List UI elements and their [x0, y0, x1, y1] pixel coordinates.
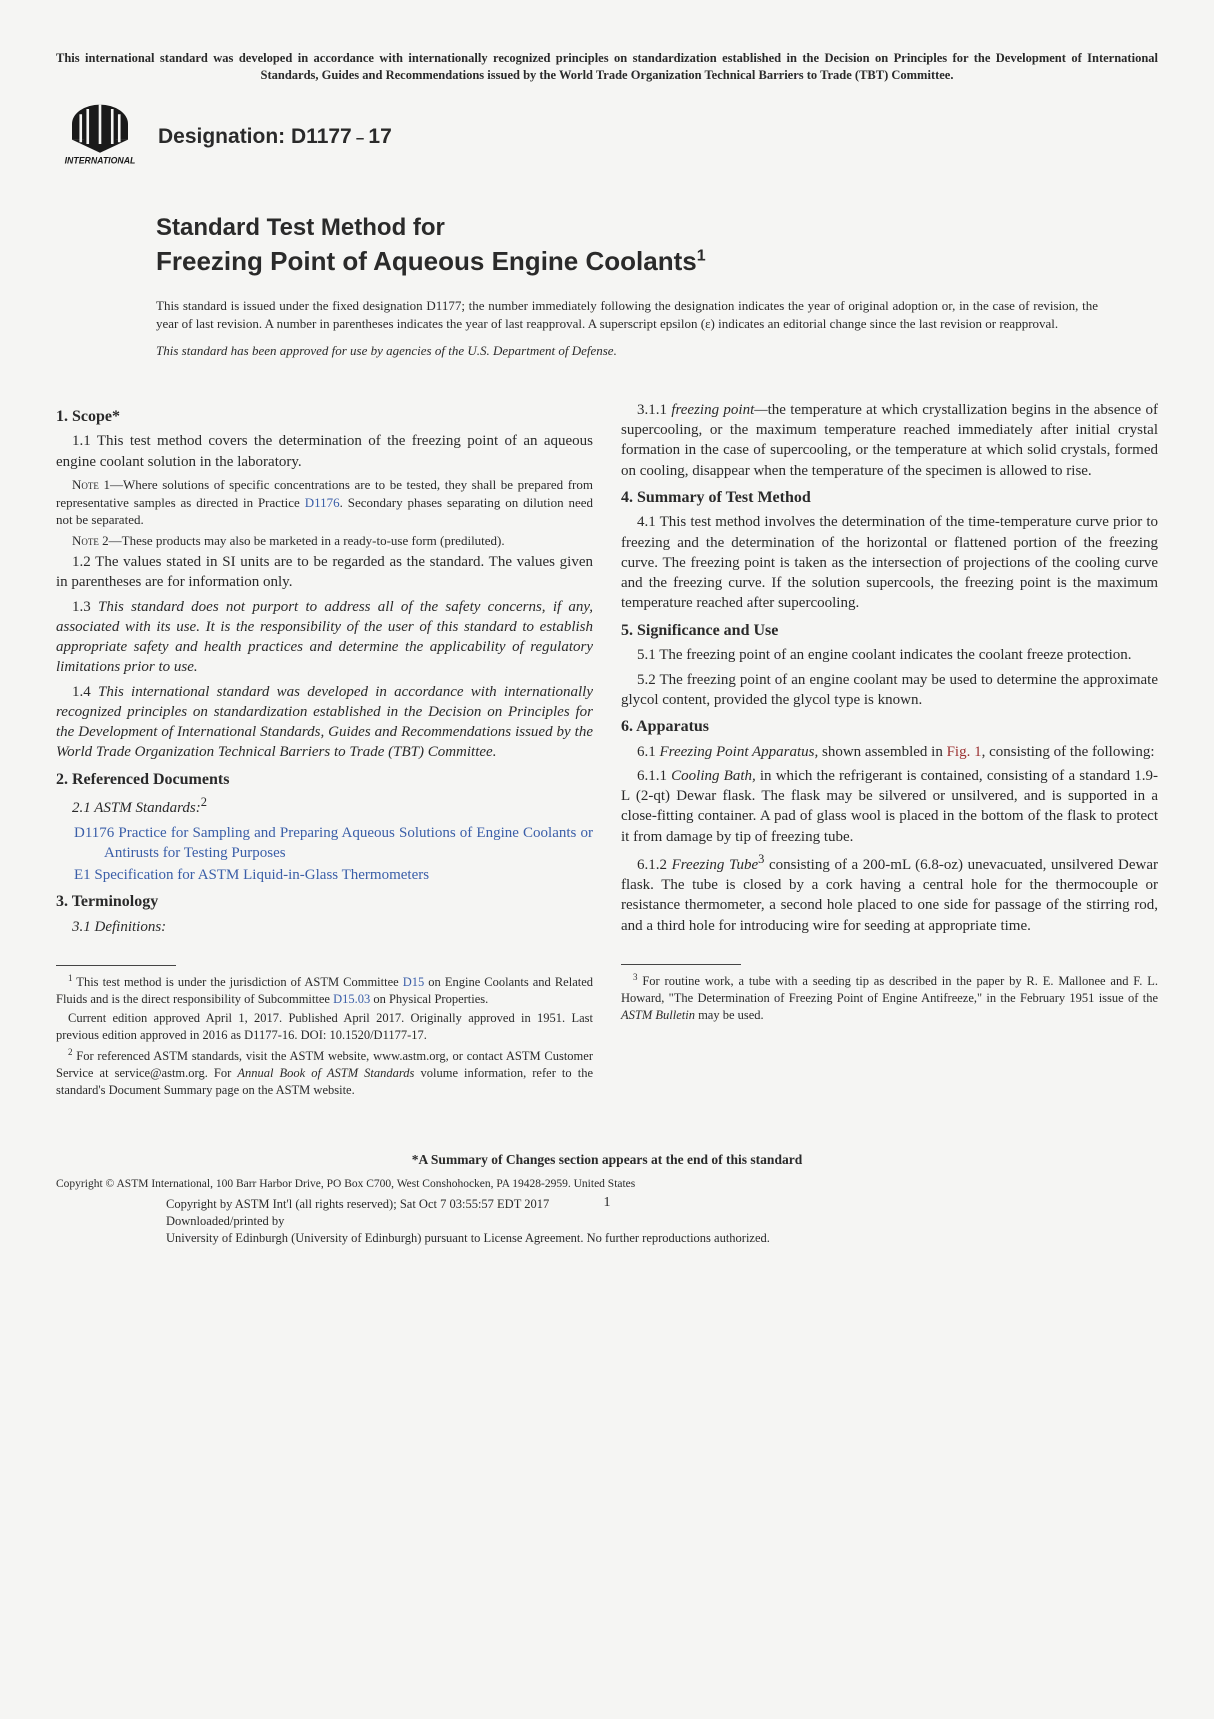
app-6-1-2: 6.1.2 Freezing Tube3 consisting of a 200…: [621, 851, 1158, 936]
header-row: INTERNATIONAL Designation: D1177 – 17: [56, 102, 1158, 172]
note-1: Note 1—Where solutions of specific conce…: [56, 476, 593, 529]
download-line-3: University of Edinburgh (University of E…: [166, 1230, 1158, 1247]
designation-year: 17: [368, 125, 391, 148]
download-info: Copyright by ASTM Int'l (all rights rese…: [166, 1196, 1158, 1247]
column-left: 1. Scope* 1.1 This test method covers th…: [56, 400, 593, 1101]
download-line-1: Copyright by ASTM Int'l (all rights rese…: [166, 1196, 1158, 1213]
terminology-heading: 3. Terminology: [56, 891, 593, 913]
link-d1503[interactable]: D15.03: [333, 992, 370, 1006]
term-3-1: 3.1 Definitions:: [56, 917, 593, 937]
ref-d1176[interactable]: D1176 Practice for Sampling and Preparin…: [56, 823, 593, 864]
scope-1-4: 1.4 This international standard was deve…: [56, 682, 593, 763]
footer-block: *A Summary of Changes section appears at…: [56, 1151, 1158, 1247]
two-column-body: 1. Scope* 1.1 This test method covers th…: [56, 400, 1158, 1101]
designation-dash: –: [352, 130, 369, 147]
scope-heading: 1. Scope*: [56, 406, 593, 428]
significance-heading: 5. Significance and Use: [621, 620, 1158, 642]
astm-logo-icon: INTERNATIONAL: [56, 102, 144, 172]
top-notice: This international standard was develope…: [56, 50, 1158, 84]
referenced-heading: 2. Referenced Documents: [56, 769, 593, 791]
footnote-1b: Current edition approved April 1, 2017. …: [56, 1010, 593, 1044]
app-6-1-1: 6.1.1 Cooling Bath, in which the refrige…: [621, 766, 1158, 847]
app-6-1: 6.1 Freezing Point Apparatus, shown asse…: [621, 742, 1158, 762]
sig-5-1: 5.1 The freezing point of an engine cool…: [621, 645, 1158, 665]
scope-1-2: 1.2 The values stated in SI units are to…: [56, 552, 593, 593]
designation-id: Designation: D1177: [158, 125, 352, 148]
download-line-2: Downloaded/printed by: [166, 1213, 1158, 1230]
ref-2-1: 2.1 ASTM Standards:2: [56, 794, 593, 818]
designation: Designation: D1177 – 17: [158, 123, 392, 151]
dod-note: This standard has been approved for use …: [156, 342, 1098, 360]
issue-note: This standard is issued under the fixed …: [156, 297, 1098, 332]
title-line1: Standard Test Method for: [156, 212, 1158, 244]
svg-text:INTERNATIONAL: INTERNATIONAL: [65, 155, 136, 165]
footnote-1: 1 This test method is under the jurisdic…: [56, 972, 593, 1008]
summary-changes-note: *A Summary of Changes section appears at…: [56, 1151, 1158, 1169]
summary-heading: 4. Summary of Test Method: [621, 487, 1158, 509]
footnote-rule-right: [621, 964, 741, 965]
fig-1-ref[interactable]: Fig. 1: [947, 744, 982, 760]
column-right: 3.1.1 freezing point—the temperature at …: [621, 400, 1158, 1101]
apparatus-heading: 6. Apparatus: [621, 716, 1158, 738]
page-number: 1: [604, 1194, 611, 1213]
summary-4-1: 4.1 This test method involves the determ…: [621, 512, 1158, 613]
note-2: Note 2—These products may also be market…: [56, 532, 593, 550]
sig-5-2: 5.2 The freezing point of an engine cool…: [621, 670, 1158, 711]
scope-1-1: 1.1 This test method covers the determin…: [56, 431, 593, 472]
copyright-line: Copyright © ASTM International, 100 Barr…: [56, 1177, 1158, 1193]
scope-1-3: 1.3 This standard does not purport to ad…: [56, 597, 593, 678]
footnote-2: 2 For referenced ASTM standards, visit t…: [56, 1046, 593, 1099]
footnote-3: 3 For routine work, a tube with a seedin…: [621, 971, 1158, 1024]
title-line2: Freezing Point of Aqueous Engine Coolant…: [156, 244, 1158, 279]
link-d1176[interactable]: D1176: [305, 495, 340, 510]
footnote-rule: [56, 965, 176, 966]
title-block: Standard Test Method for Freezing Point …: [156, 212, 1158, 279]
ref-e1[interactable]: E1 Specification for ASTM Liquid-in-Glas…: [56, 865, 593, 885]
link-d15[interactable]: D15: [403, 975, 425, 989]
term-3-1-1: 3.1.1 freezing point—the temperature at …: [621, 400, 1158, 481]
